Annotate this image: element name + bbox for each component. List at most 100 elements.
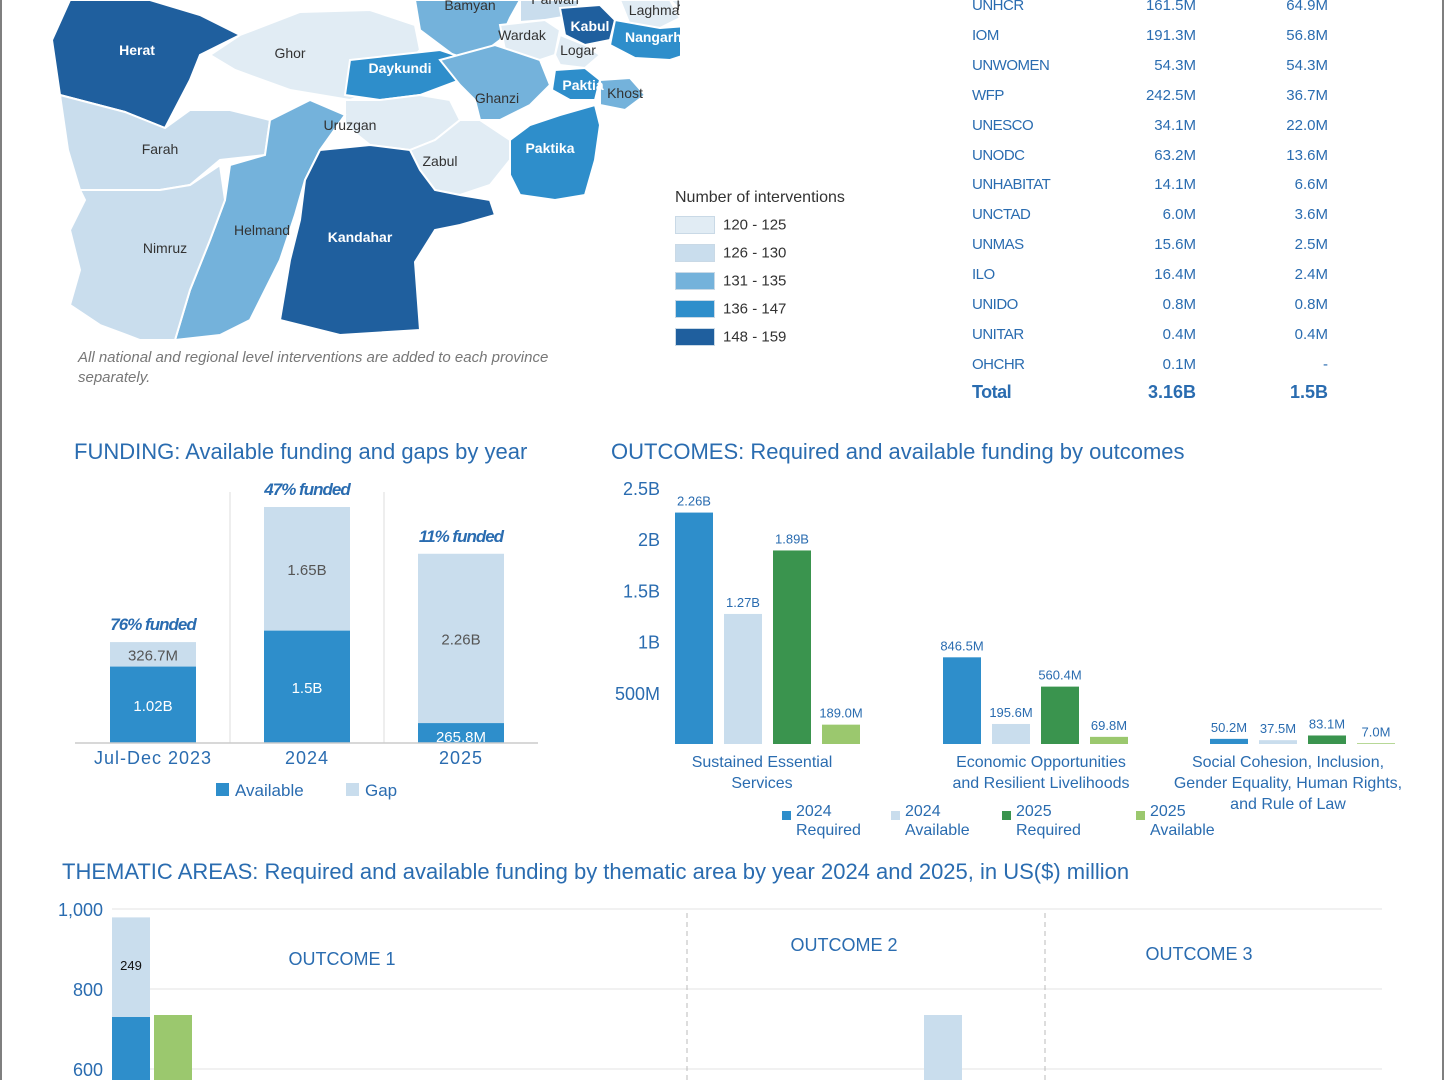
- province-label-farah: Farah: [142, 141, 179, 157]
- agency-row-unesco: UNESCO 34.1M 22.0M: [972, 117, 1332, 139]
- thematic-value-label: 249: [120, 958, 142, 973]
- outcome-bar: [1041, 686, 1079, 744]
- legend-label: 131 - 135: [723, 272, 787, 290]
- map-note: All national and regional level interven…: [78, 349, 549, 386]
- outcome-bar: [1210, 738, 1248, 744]
- agency-available: 22.0M: [1286, 116, 1328, 134]
- agency-name: UNWOMEN: [972, 56, 1050, 74]
- y-tick-label: 600: [73, 1060, 103, 1080]
- year-tick-label: Jul-Dec 2023: [94, 748, 212, 768]
- legend-swatch-gap: [346, 783, 359, 796]
- agency-row-wfp: WFP 242.5M 36.7M: [972, 87, 1332, 109]
- available-bar: [418, 723, 504, 743]
- outcome-bar: [724, 613, 762, 744]
- gap-bar: [264, 507, 350, 631]
- agency-required: 14.1M: [1154, 176, 1196, 194]
- map-legend-item: 131 - 135: [675, 272, 786, 292]
- year-tick-label: 2025: [439, 748, 483, 768]
- province-label-khost: Khost: [607, 85, 643, 101]
- thematic-available-2025-bar: [154, 1015, 192, 1080]
- gap-value-label: 326.7M: [128, 647, 178, 664]
- outcome-group-label: OUTCOME 3: [1145, 944, 1252, 964]
- province-paktia: [550, 66, 602, 101]
- available-value-label: 265.8M: [436, 729, 486, 746]
- agency-row-unido: UNIDO 0.8M 0.8M: [972, 296, 1332, 318]
- funding-chart-title: FUNDING: Available funding and gaps by y…: [74, 439, 528, 464]
- outcome-category-label: Social Cohesion, Inclusion, Gender Equali…: [1174, 754, 1402, 813]
- agency-row-ohchr: OHCHR 0.1M -: [972, 356, 1332, 378]
- thematic-gap-bar: [924, 1015, 962, 1080]
- agency-required: 54.3M: [1154, 56, 1196, 74]
- outcome-bar: [1090, 736, 1128, 744]
- gap-bar: [110, 642, 196, 667]
- agency-available: 56.8M: [1286, 26, 1328, 44]
- legend-swatch: [675, 300, 715, 319]
- outcome-value-label: 83.1M: [1309, 716, 1345, 731]
- province-label-nimruz: Nimruz: [143, 240, 187, 256]
- agency-row-unodc: UNODC 63.2M 13.6M: [972, 147, 1332, 169]
- agency-required: 3.16B: [1147, 382, 1196, 402]
- map-legend-item: 120 - 125: [675, 216, 786, 236]
- outcome-value-label: 195.6M: [989, 705, 1032, 720]
- agency-required: 63.2M: [1154, 146, 1196, 164]
- map-legend-item: 148 - 159: [675, 328, 786, 348]
- agency-row-ilo: ILO 16.4M 2.4M: [972, 266, 1332, 288]
- outcome-value-label: 7.0M: [1362, 724, 1391, 739]
- available-bar: [110, 666, 196, 743]
- agency-name: IOM: [972, 26, 999, 44]
- province-label-kunar: Kunar: [676, 0, 680, 13]
- province-label-kandahar: Kandahar: [328, 229, 393, 245]
- y-tick-label: 1,000: [58, 900, 103, 920]
- agency-name: UNMAS: [972, 236, 1024, 254]
- agency-name: UNHCR: [972, 0, 1024, 14]
- agency-available: 1.5B: [1289, 382, 1328, 402]
- year-tick-label: 2024: [285, 748, 329, 768]
- outcome-legend-swatch: [782, 811, 791, 820]
- outcome-category-label: Sustained Essential Services: [692, 754, 833, 792]
- outcome-value-label: 560.4M: [1038, 668, 1081, 683]
- province-map: Bamyan Parwan LaghmanKunar Herat Ghor Wardak K…: [50, 0, 680, 342]
- y-tick-label: 500M: [615, 684, 660, 704]
- outcome-group-label: OUTCOME 1: [288, 949, 395, 969]
- agency-row-iom: IOM 191.3M 56.8M: [972, 27, 1332, 49]
- legend-label: 120 - 125: [723, 216, 787, 234]
- province-label-ghor: Ghor: [274, 45, 305, 61]
- outcome-bar: [1308, 735, 1346, 744]
- agency-row-unwomen: UNWOMEN 54.3M 54.3M: [972, 57, 1332, 79]
- agency-row-unhcr: UNHCR 161.5M 64.9M: [972, 0, 1332, 19]
- agency-required: 242.5M: [1145, 86, 1196, 104]
- province-kunar: [668, 0, 680, 11]
- outcome-value-label: 50.2M: [1211, 720, 1247, 735]
- agency-name: UNODC: [972, 146, 1025, 164]
- outcome-bar: [675, 512, 713, 744]
- agency-available: 6.6M: [1294, 176, 1328, 194]
- available-value-label: 1.02B: [133, 698, 172, 715]
- outcomes-chart: 2.5B 2B 1.5B 1B 500M 2.26B 1.27B 1.89B 189.0M 846…: [615, 479, 1402, 839]
- legend-label: 126 - 130: [723, 244, 787, 262]
- y-tick-label: 2B: [638, 530, 660, 550]
- outcome-value-label: 37.5M: [1260, 721, 1296, 736]
- funded-annotation: 76% funded: [110, 615, 197, 634]
- gap-value-label: 1.65B: [287, 562, 326, 579]
- outcome-group-label: OUTCOME 2: [790, 935, 897, 955]
- thematic-gap-bar: [112, 917, 150, 1017]
- funded-annotation: 47% funded: [263, 480, 351, 499]
- outcome-value-label: 1.27B: [726, 595, 760, 610]
- agency-row-unhabitat: UNHABITAT 14.1M 6.6M: [972, 176, 1332, 198]
- agency-name: WFP: [972, 86, 1004, 104]
- legend-label-available: Available: [235, 781, 304, 800]
- outcome-legend-label: 2024 Available: [905, 803, 970, 839]
- outcome-legend-label: 2024 Required: [796, 803, 861, 839]
- province-label-wardak: Wardak: [498, 27, 547, 43]
- province-label-uruzgan: Uruzgan: [324, 117, 377, 133]
- y-tick-label: 2.5B: [623, 479, 660, 499]
- map-legend-item: 126 - 130: [675, 244, 786, 264]
- agency-total-row: Total 3.16B 1.5B: [972, 382, 1332, 404]
- thematic-chart: 1,000 800 600 OUTCOME 1 OUTCOME 2 OUTCOME 3 24…: [58, 900, 1382, 1080]
- agency-name: ILO: [972, 266, 995, 284]
- y-tick-label: 1B: [638, 633, 660, 653]
- legend-swatch: [675, 216, 715, 235]
- agency-required: 0.1M: [1162, 355, 1196, 373]
- legend-swatch-available: [216, 783, 229, 796]
- outcome-legend-swatch: [1136, 811, 1145, 820]
